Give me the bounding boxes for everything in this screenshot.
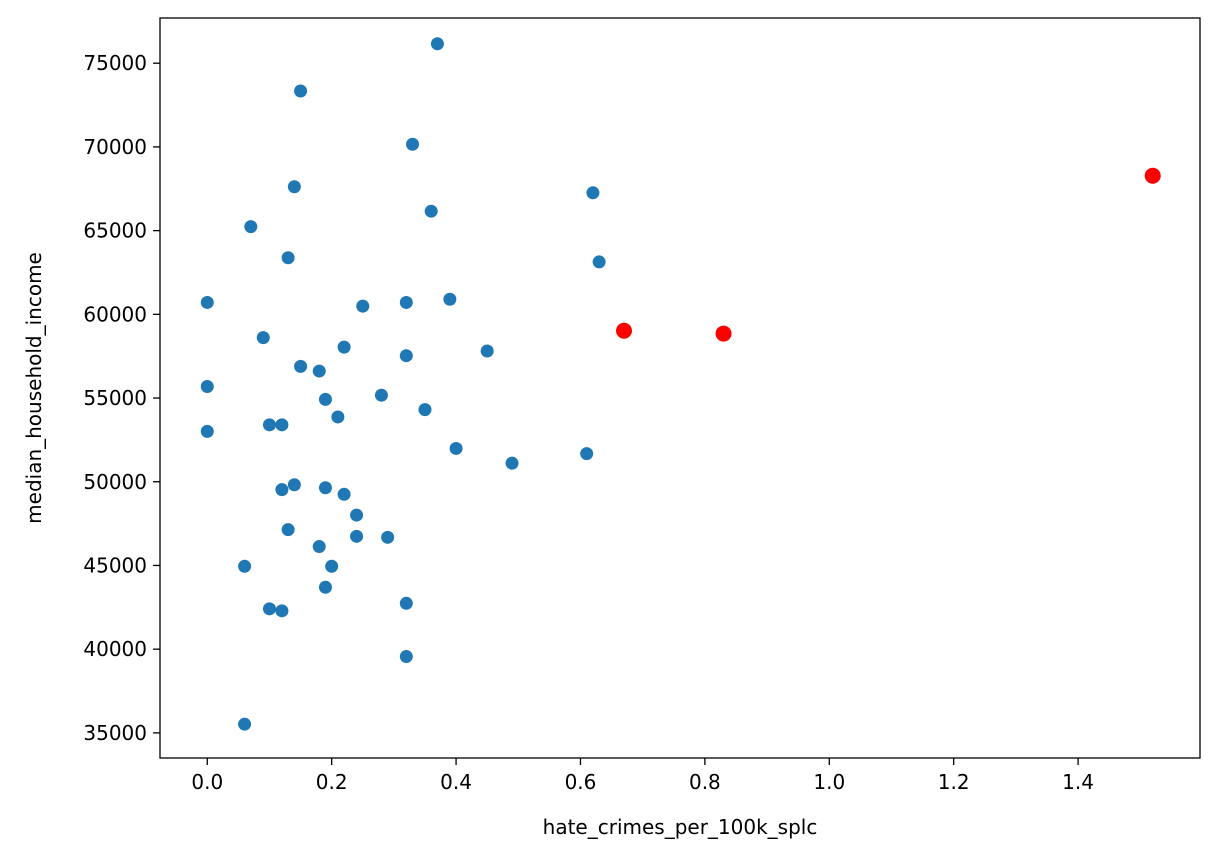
data-point bbox=[318, 392, 332, 406]
data-point bbox=[312, 540, 326, 554]
highlighted-data-point bbox=[1144, 167, 1161, 184]
data-point bbox=[312, 364, 326, 378]
data-point bbox=[262, 602, 276, 616]
data-point bbox=[275, 418, 289, 432]
data-point bbox=[399, 596, 413, 610]
data-point bbox=[287, 180, 301, 194]
x-tick-label: 1.0 bbox=[813, 770, 845, 794]
data-point bbox=[350, 529, 364, 543]
data-point bbox=[406, 137, 420, 151]
data-point bbox=[200, 295, 214, 309]
data-point bbox=[281, 523, 295, 537]
x-tick-label: 1.4 bbox=[1062, 770, 1094, 794]
data-point bbox=[244, 220, 258, 234]
data-point bbox=[592, 255, 606, 269]
data-point bbox=[337, 340, 351, 354]
points-layer bbox=[200, 37, 1161, 731]
data-point bbox=[275, 604, 289, 618]
y-axis: 35000 40000 45000 50000 55000 60000 65000 70000… bbox=[83, 51, 160, 745]
data-point bbox=[318, 481, 332, 495]
data-point bbox=[256, 331, 270, 345]
data-point bbox=[262, 418, 276, 432]
highlighted-data-point bbox=[616, 322, 633, 339]
data-point bbox=[505, 456, 519, 470]
x-axis: 0.0 0.2 0.4 0.6 0.8 1.0 1.2 1.4 bbox=[191, 758, 1094, 794]
data-point bbox=[443, 292, 457, 306]
y-tick-label: 45000 bbox=[83, 553, 147, 577]
plot-frame bbox=[159, 17, 1201, 759]
data-point bbox=[337, 487, 351, 501]
x-tick-label: 0.6 bbox=[565, 770, 597, 794]
data-point bbox=[294, 84, 308, 98]
x-tick-label: 1.2 bbox=[938, 770, 970, 794]
data-point bbox=[449, 441, 463, 455]
data-point bbox=[399, 295, 413, 309]
y-tick-label: 55000 bbox=[83, 386, 147, 410]
data-point bbox=[586, 186, 600, 200]
data-point bbox=[238, 559, 252, 573]
data-point bbox=[399, 349, 413, 363]
data-point bbox=[287, 478, 301, 492]
highlighted-data-point bbox=[715, 325, 732, 342]
y-tick-label: 70000 bbox=[83, 135, 147, 159]
x-tick-label: 0.8 bbox=[689, 770, 721, 794]
x-tick-label: 0.2 bbox=[316, 770, 348, 794]
data-point bbox=[418, 403, 432, 417]
data-point bbox=[424, 204, 438, 218]
data-point bbox=[318, 580, 332, 594]
data-point bbox=[331, 410, 345, 424]
data-point bbox=[350, 508, 364, 522]
data-point bbox=[200, 379, 214, 393]
data-point bbox=[374, 388, 388, 402]
data-point bbox=[325, 559, 339, 573]
x-tick-label: 0.4 bbox=[440, 770, 472, 794]
data-point bbox=[356, 299, 370, 313]
data-point bbox=[200, 424, 214, 438]
y-tick-label: 50000 bbox=[83, 470, 147, 494]
x-tick-label: 0.0 bbox=[191, 770, 223, 794]
data-point bbox=[430, 37, 444, 51]
data-point bbox=[480, 344, 494, 358]
data-point bbox=[275, 483, 289, 497]
data-point bbox=[381, 530, 395, 544]
data-point bbox=[580, 447, 594, 461]
data-point bbox=[399, 650, 413, 664]
y-axis-label: median_household_income bbox=[22, 252, 46, 524]
data-point bbox=[281, 251, 295, 265]
data-point bbox=[238, 717, 252, 731]
y-tick-label: 75000 bbox=[83, 51, 147, 75]
data-point bbox=[294, 359, 308, 373]
y-tick-label: 60000 bbox=[83, 302, 147, 326]
y-tick-label: 40000 bbox=[83, 637, 147, 661]
x-axis-label: hate_crimes_per_100k_splc bbox=[543, 815, 818, 839]
y-tick-label: 35000 bbox=[83, 721, 147, 745]
y-tick-label: 65000 bbox=[83, 219, 147, 243]
